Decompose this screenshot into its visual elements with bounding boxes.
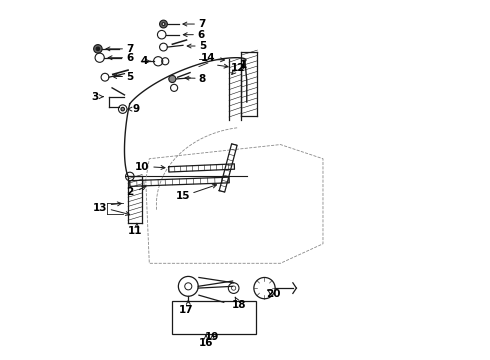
Circle shape: [94, 45, 102, 53]
Text: 14: 14: [200, 53, 215, 63]
Text: 6: 6: [126, 53, 133, 63]
Text: 15: 15: [176, 191, 190, 201]
Text: 13: 13: [93, 203, 107, 213]
Text: 2: 2: [126, 188, 133, 197]
Text: 19: 19: [205, 332, 220, 342]
Circle shape: [96, 47, 99, 51]
Text: 7: 7: [198, 19, 205, 29]
Circle shape: [160, 20, 168, 28]
Text: 10: 10: [135, 162, 149, 171]
Circle shape: [162, 23, 165, 26]
Circle shape: [169, 76, 176, 82]
Text: 16: 16: [199, 338, 213, 348]
Text: 7: 7: [126, 44, 133, 54]
Text: 8: 8: [199, 74, 206, 84]
Text: 17: 17: [179, 305, 194, 315]
Bar: [172, 301, 256, 334]
Text: 11: 11: [128, 226, 143, 237]
Text: 3: 3: [92, 92, 99, 102]
Text: 6: 6: [197, 30, 204, 40]
Text: 9: 9: [132, 104, 139, 114]
Text: 5: 5: [126, 72, 133, 81]
Text: 1: 1: [240, 60, 247, 70]
Text: 4: 4: [140, 56, 147, 66]
Circle shape: [121, 107, 124, 111]
Text: 5: 5: [199, 41, 206, 51]
Text: 18: 18: [232, 300, 246, 310]
Text: 12: 12: [231, 63, 245, 73]
Text: 20: 20: [266, 289, 281, 299]
